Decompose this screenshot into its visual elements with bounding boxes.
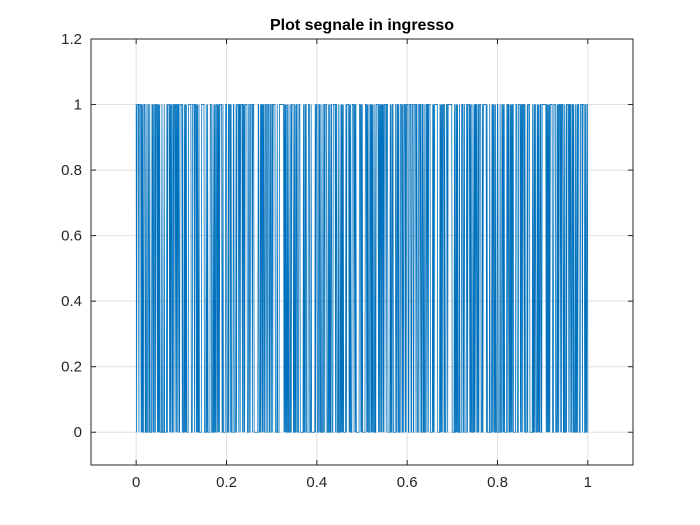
y-tick-label: 1 (74, 97, 82, 114)
y-tick-label: 1.2 (61, 31, 82, 48)
x-tick-label: 0.4 (306, 474, 327, 491)
y-tick-label: 0.4 (61, 293, 82, 310)
chart-title: Plot segnale in ingresso (270, 17, 454, 34)
x-tick-label: 1 (584, 474, 592, 491)
x-tick-label: 0 (132, 474, 140, 491)
y-tick-label: 0 (74, 424, 82, 441)
axis-ticks (91, 38, 633, 465)
x-tick-label: 0.6 (397, 474, 418, 491)
x-tick-label: 0.8 (487, 474, 508, 491)
y-tick-label: 0.8 (61, 162, 82, 179)
y-tick-label: 0.2 (61, 359, 82, 376)
x-tick-labels: 0 0.2 0.4 0.6 0.8 1 (132, 474, 592, 491)
y-tick-label: 0.6 (61, 228, 82, 245)
signal-series (135, 104, 589, 433)
axes-box (90, 38, 634, 466)
x-tick-label: 0.2 (216, 474, 237, 491)
y-tick-labels: 0 0.2 0.4 0.6 0.8 1 1.2 (61, 31, 82, 441)
signal-line (135, 104, 589, 433)
